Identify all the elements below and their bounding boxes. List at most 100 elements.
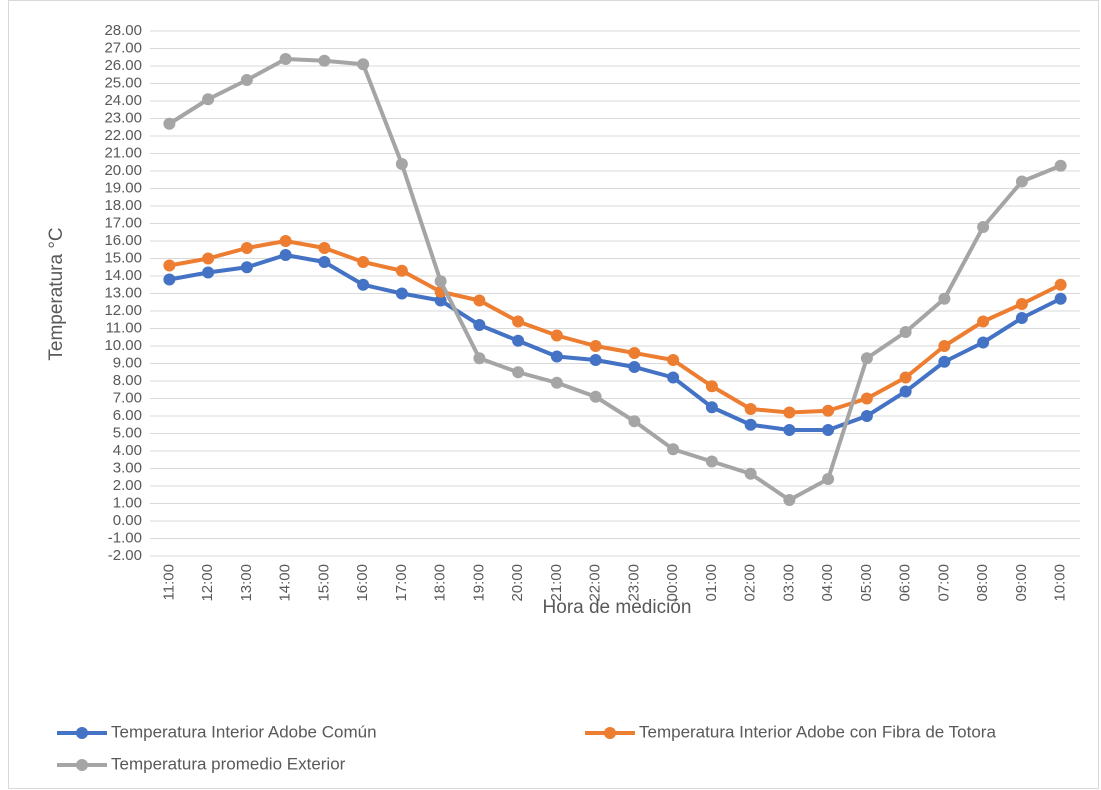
x-tick-label: 17:00 [393, 564, 410, 602]
x-tick-label: 18:00 [432, 564, 449, 602]
x-tick-label: 02:00 [742, 564, 759, 602]
data-point [202, 252, 215, 265]
legend-label: Temperatura Interior Adobe con Fibra de … [639, 722, 996, 741]
data-point [395, 158, 408, 170]
data-point [163, 117, 176, 130]
data-point [279, 249, 292, 261]
data-point [240, 242, 253, 254]
data-point [473, 294, 486, 307]
x-tick-label: 21:00 [548, 564, 565, 602]
x-tick-label: 20:00 [509, 564, 526, 602]
data-point [822, 404, 835, 417]
y-tick-label: 5.00 [113, 424, 142, 441]
data-point [395, 264, 408, 277]
y-tick-label: 12.00 [104, 302, 142, 319]
data-point [357, 58, 370, 71]
data-point [860, 352, 873, 365]
data-point [550, 329, 563, 342]
data-point [744, 418, 757, 431]
x-tick-label: 00:00 [664, 564, 681, 602]
x-tick-label: 10:00 [1052, 564, 1069, 602]
data-point [783, 494, 796, 506]
data-point [550, 350, 563, 363]
x-tick-label: 13:00 [238, 564, 255, 602]
y-tick-label: 21.00 [104, 144, 142, 161]
x-tick-label: 15:00 [315, 564, 332, 602]
x-tick-label: 08:00 [974, 564, 991, 602]
data-point [783, 406, 796, 419]
data-point [589, 354, 602, 366]
y-tick-label: 8.00 [113, 372, 142, 389]
data-point [279, 53, 292, 65]
legend-marker [76, 727, 88, 739]
series-line [168, 57, 1062, 502]
data-point [1015, 312, 1028, 324]
y-tick-label: -2.00 [108, 547, 142, 564]
x-tick-label: 11:00 [160, 564, 177, 600]
data-point [240, 261, 253, 274]
x-tick-label: 06:00 [897, 564, 914, 602]
y-tick-label: 0.00 [113, 512, 142, 529]
legend-marker [76, 759, 88, 771]
y-tick-label: 25.00 [104, 74, 142, 91]
data-point [512, 315, 525, 328]
y-tick-label: 1.00 [113, 494, 142, 511]
data-point [938, 292, 951, 305]
data-point [1054, 292, 1067, 305]
y-tick-label: 4.00 [113, 442, 142, 459]
y-tick-label: 9.00 [113, 354, 142, 371]
data-point [550, 376, 563, 389]
data-point [473, 352, 486, 365]
data-point [822, 424, 835, 436]
data-point [744, 403, 757, 415]
y-tick-label: 15.00 [104, 249, 142, 266]
x-tick-label: 05:00 [858, 564, 875, 602]
y-tick-label: 23.00 [104, 109, 142, 126]
x-tick-label: 14:00 [277, 564, 294, 602]
y-axis-title: Temperatura °C [46, 227, 67, 360]
data-point [318, 242, 331, 254]
data-point [705, 401, 718, 414]
y-tick-label: 27.00 [104, 39, 142, 56]
y-tick-label: 10.00 [104, 337, 142, 354]
data-point [667, 443, 680, 456]
x-tick-label: 12:00 [199, 564, 216, 602]
data-point [667, 371, 680, 384]
y-tick-label: 20.00 [104, 162, 142, 179]
y-tick-label: 3.00 [113, 459, 142, 476]
legend-label: Temperatura promedio Exterior [111, 754, 346, 773]
data-point [357, 278, 370, 291]
y-tick-label: 2.00 [113, 477, 142, 494]
data-point [589, 340, 602, 352]
data-point [163, 259, 176, 272]
data-point [822, 473, 835, 485]
x-tick-label: 04:00 [819, 564, 836, 602]
x-tick-label: 09:00 [1013, 564, 1030, 602]
data-point [938, 355, 951, 368]
data-point [899, 371, 912, 384]
data-point [938, 340, 951, 352]
data-point [318, 54, 331, 67]
data-point [512, 334, 525, 347]
y-tick-label: -1.00 [108, 529, 142, 546]
data-point [744, 467, 757, 480]
data-point [783, 424, 796, 436]
chart-border [8, 0, 1099, 789]
y-tick-label: 17.00 [104, 214, 142, 231]
data-point [977, 315, 990, 328]
data-point [705, 380, 718, 393]
x-tick-label: 16:00 [354, 564, 371, 602]
y-tick-label: 24.00 [104, 92, 142, 109]
data-point [202, 266, 215, 279]
data-point [977, 221, 990, 233]
x-tick-label: 22:00 [587, 564, 604, 602]
data-point [163, 273, 176, 286]
data-point [240, 74, 253, 86]
x-tick-label: 07:00 [935, 564, 952, 602]
data-point [434, 294, 447, 307]
y-tick-label: 26.00 [104, 57, 142, 74]
y-tick-label: 14.00 [104, 267, 142, 284]
data-point [628, 347, 641, 359]
x-tick-label: 23:00 [625, 564, 642, 602]
data-point [395, 287, 408, 300]
